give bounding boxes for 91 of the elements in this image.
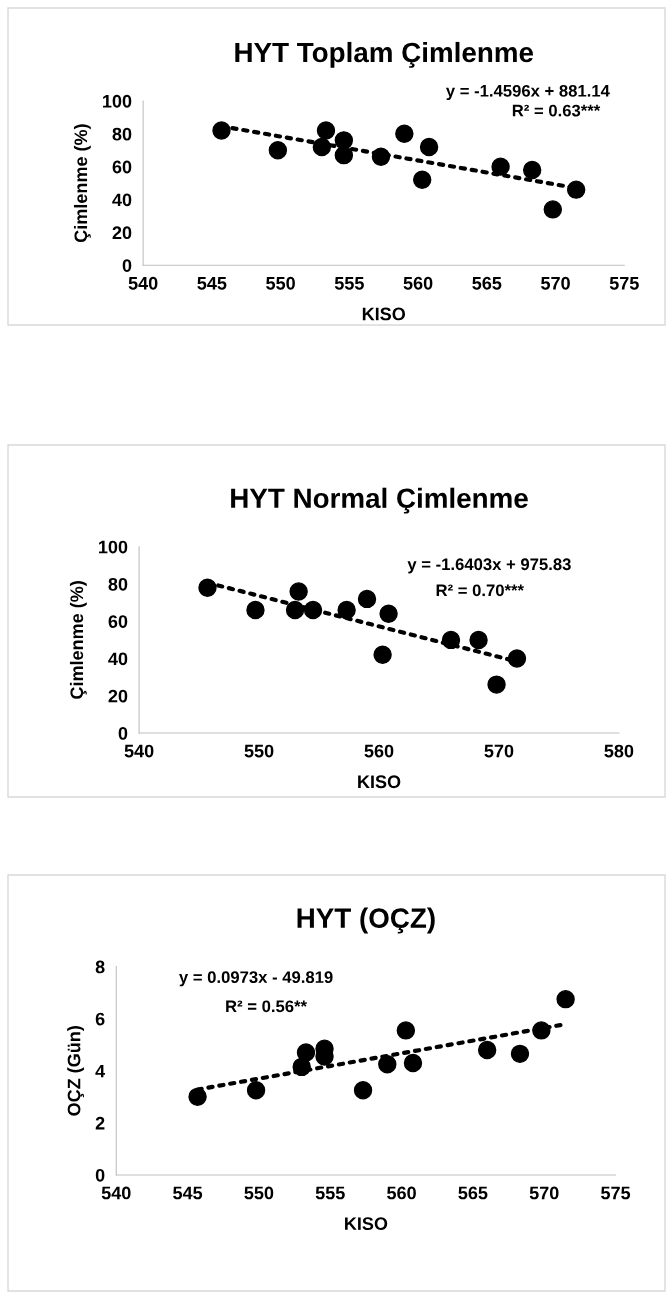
x-tick-label: 555 <box>334 277 364 290</box>
point <box>532 1021 551 1040</box>
y-tick-label: 4 <box>95 1064 106 1078</box>
point <box>419 137 439 157</box>
y-tick-label: 60 <box>108 615 128 628</box>
point <box>487 675 506 694</box>
x-tick-label: 540 <box>101 1186 131 1200</box>
point <box>357 589 377 609</box>
point <box>379 604 398 623</box>
x-tick-label: 565 <box>458 1186 488 1200</box>
y-axis-title: Çimlenme (%) <box>73 124 91 243</box>
x-axis-title: KISO <box>358 775 401 789</box>
point <box>543 200 563 219</box>
point <box>303 600 323 620</box>
x-tick-label: 540 <box>128 276 158 290</box>
x-tick-label: 555 <box>315 1186 345 1200</box>
x-tick-label: 560 <box>387 1186 416 1200</box>
point <box>566 180 586 199</box>
x-tick-label: 570 <box>529 1186 559 1200</box>
point <box>477 1040 497 1060</box>
annotation: y = -1.6403x + 975.83 <box>407 558 571 574</box>
y-tick-label: 2 <box>95 1116 105 1130</box>
point <box>522 160 542 180</box>
annotation: R² = 0.70*** <box>436 584 524 597</box>
point <box>510 1044 530 1064</box>
point <box>353 1081 373 1100</box>
point <box>292 1057 311 1077</box>
y-axis-title: OÇZ (Gün) <box>67 1026 84 1116</box>
point <box>334 145 354 165</box>
chart-title: HYT Normal Çimlenme <box>231 487 528 514</box>
point <box>285 600 305 620</box>
y-tick-label: 100 <box>103 94 132 108</box>
y-tick-label: 60 <box>112 160 132 174</box>
point <box>469 630 488 650</box>
chart-title: HYT Toplam Çimlenme <box>235 41 533 68</box>
point <box>378 1055 397 1074</box>
point <box>491 157 510 176</box>
x-tick-label: 550 <box>266 276 295 290</box>
y-tick-label: 80 <box>108 577 128 591</box>
point <box>337 600 356 620</box>
point <box>246 600 265 620</box>
annotation: R² = 0.63*** <box>512 104 601 117</box>
x-tick-label: 560 <box>364 744 394 758</box>
annotation: y = 0.0973x - 49.819 <box>179 971 333 987</box>
y-tick-label: 80 <box>112 127 132 141</box>
x-tick-label: 550 <box>244 1186 274 1200</box>
text: y = -1.4596x + 881.14 <box>445 84 610 101</box>
y-axis-title: Çimlenme (%) <box>69 581 87 699</box>
y-tick-label: 100 <box>99 540 128 554</box>
point <box>556 989 575 1009</box>
point <box>212 121 231 140</box>
y-tick-label: 6 <box>95 1012 105 1026</box>
point <box>296 1043 316 1062</box>
point <box>312 137 332 157</box>
point <box>441 630 461 650</box>
point <box>316 121 336 140</box>
point <box>507 649 527 668</box>
x-tick-label: 560 <box>403 276 433 290</box>
x-tick-label: 545 <box>197 277 227 290</box>
y-tick-label: 0 <box>95 1168 105 1182</box>
point <box>373 645 392 664</box>
x-tick-label: 575 <box>609 277 639 290</box>
x-tick-label: 575 <box>601 1186 631 1200</box>
point <box>246 1081 266 1100</box>
y-tick-label: 20 <box>108 689 128 703</box>
annotation: R² = 0.56** <box>226 1000 308 1013</box>
point <box>188 1087 207 1107</box>
point <box>371 147 391 167</box>
point <box>268 141 288 160</box>
x-axis-title: KISO <box>345 1217 388 1231</box>
point <box>413 170 432 190</box>
x-tick-label: 545 <box>173 1186 203 1200</box>
y-tick-label: 8 <box>95 960 105 974</box>
x-tick-label: 550 <box>244 744 274 758</box>
y-tick-label: 0 <box>122 259 132 272</box>
x-tick-label: 540 <box>124 744 154 758</box>
x-tick-label: 570 <box>541 276 570 290</box>
x-tick-label: 580 <box>604 744 634 758</box>
point <box>403 1053 423 1073</box>
point <box>289 582 308 601</box>
point <box>396 1021 416 1040</box>
y-tick-label: 40 <box>112 193 132 207</box>
y-tick-label: 0 <box>118 726 128 740</box>
y-tick-label: 20 <box>112 226 132 240</box>
point <box>198 578 217 597</box>
x-axis-title: KISO <box>362 307 406 321</box>
x-tick-label: 570 <box>484 744 514 758</box>
y-tick-label: 40 <box>108 652 128 666</box>
chart-title: HYT (OÇZ) <box>297 907 435 934</box>
x-tick-label: 565 <box>472 276 502 290</box>
point <box>395 124 414 143</box>
